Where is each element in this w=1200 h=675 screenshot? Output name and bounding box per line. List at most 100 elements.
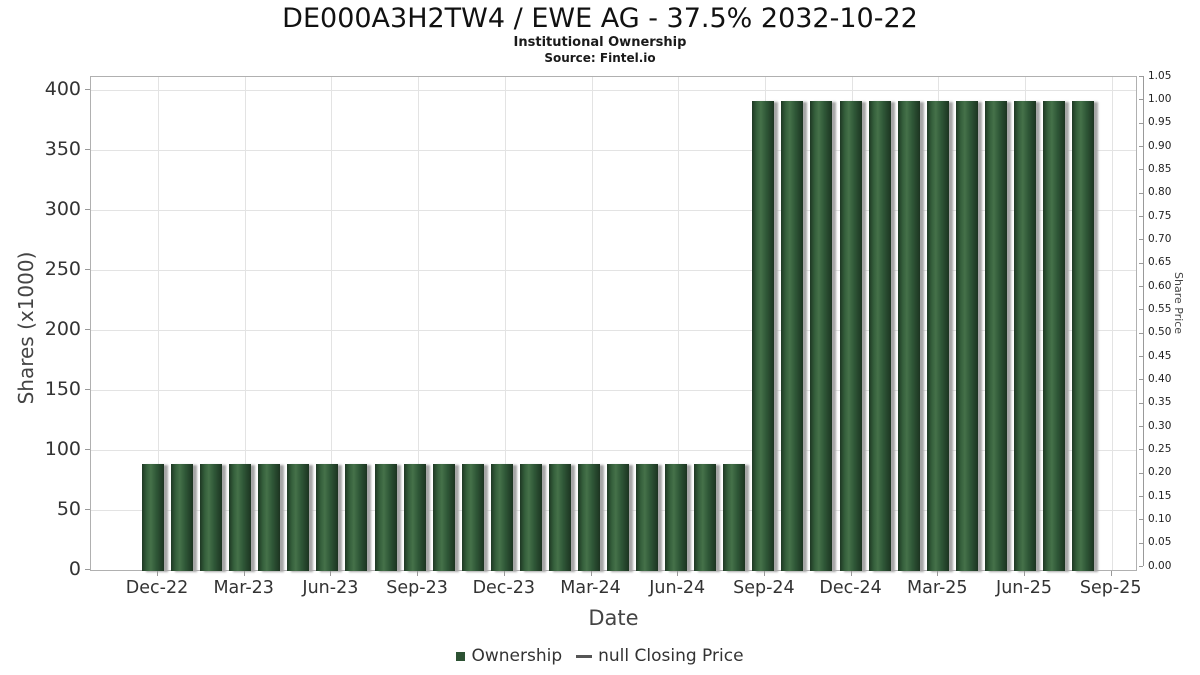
x-axis-title: Date — [588, 606, 639, 630]
right-axis-tick-label: 0.65 — [1148, 256, 1172, 269]
left-axis-tick — [85, 328, 90, 330]
bar — [607, 464, 629, 571]
left-axis-tick — [85, 508, 90, 510]
closing-price-line-icon — [576, 654, 593, 658]
chart-subtitle: Institutional Ownership — [513, 35, 687, 50]
left-axis-tick — [85, 568, 90, 570]
bar — [984, 100, 1007, 571]
bar — [345, 464, 368, 571]
left-axis-tick — [85, 148, 90, 150]
h-gridline — [91, 89, 1136, 91]
right-axis-tick — [1139, 519, 1143, 521]
right-axis-tick-label: 0.30 — [1148, 419, 1172, 432]
bar — [403, 464, 426, 571]
right-axis-tick-label: 0.10 — [1148, 512, 1172, 525]
v-gridline — [331, 77, 333, 570]
right-axis-tick-label: 0.75 — [1148, 209, 1172, 222]
right-axis-tick-label: 0.35 — [1148, 396, 1172, 409]
ownership-swatch-icon — [456, 651, 466, 661]
left-axis-tick — [85, 208, 90, 210]
v-gridline — [1111, 77, 1113, 570]
left-axis-tick-label: 200 — [44, 317, 81, 340]
right-axis-tick-label: 0.20 — [1148, 466, 1172, 479]
x-axis-tick — [1024, 571, 1025, 576]
v-gridline — [591, 77, 593, 570]
left-axis-tick — [85, 388, 90, 390]
bar — [636, 464, 659, 571]
bar — [258, 464, 281, 571]
right-axis-tick — [1139, 99, 1143, 101]
bar — [200, 464, 223, 571]
right-axis-tick-label: 0.15 — [1148, 489, 1172, 502]
left-axis-tick — [85, 448, 90, 450]
bar — [1013, 100, 1036, 571]
right-axis-tick — [1139, 216, 1143, 217]
v-gridline — [418, 77, 420, 570]
x-axis-tick — [157, 571, 158, 576]
right-axis-tick — [1139, 472, 1143, 474]
x-axis-tick — [417, 571, 419, 576]
x-axis-tick — [243, 571, 245, 576]
v-gridline — [504, 77, 506, 570]
right-axis-tick — [1139, 426, 1143, 427]
x-axis-tick — [590, 571, 592, 576]
right-axis-tick — [1139, 239, 1143, 241]
bar — [142, 464, 164, 571]
right-axis-tick — [1139, 332, 1143, 334]
h-gridline — [91, 329, 1136, 331]
chart-title: DE000A3H2TW4 / EWE AG - 37.5% 2032-10-22 — [282, 3, 918, 34]
x-axis-tick-label: Dec-23 — [472, 578, 536, 598]
x-axis-tick — [937, 571, 939, 576]
right-axis-tick — [1139, 356, 1143, 357]
bar — [519, 464, 542, 571]
x-axis-tick-label: Sep-25 — [1079, 578, 1142, 598]
right-axis-tick — [1139, 262, 1143, 264]
v-gridline — [158, 77, 159, 570]
left-axis-tick — [85, 88, 90, 90]
bar — [781, 100, 804, 571]
bar — [287, 464, 310, 571]
bar — [374, 464, 397, 571]
right-axis-line — [1143, 76, 1144, 566]
right-axis-title: Share Price — [1172, 272, 1185, 335]
left-axis-tick-label: 300 — [44, 197, 81, 220]
bar — [1042, 100, 1065, 571]
right-axis-tick-label: 0.60 — [1148, 279, 1172, 292]
bar — [1072, 100, 1094, 571]
v-gridline — [244, 77, 246, 570]
x-axis-tick-label: Mar-24 — [560, 578, 621, 598]
bar — [171, 464, 194, 571]
bar — [229, 464, 252, 571]
x-axis-tick — [677, 571, 679, 576]
bar — [810, 100, 833, 571]
right-axis-tick-label: 0.95 — [1148, 116, 1172, 129]
bar — [577, 464, 600, 571]
x-axis-tick-label: Jun-25 — [996, 578, 1052, 598]
bar — [868, 100, 891, 571]
right-axis-tick — [1139, 146, 1143, 147]
right-axis-tick-label: 0.50 — [1148, 326, 1172, 339]
bar — [490, 464, 513, 571]
right-axis-tick — [1139, 169, 1143, 171]
right-axis-tick — [1139, 286, 1143, 287]
right-axis-tick-label: 1.05 — [1148, 69, 1172, 82]
right-axis-tick — [1139, 122, 1143, 124]
right-axis-tick — [1139, 449, 1143, 451]
x-axis-tick-label: Jun-24 — [649, 578, 706, 598]
left-axis-tick-label: 400 — [44, 77, 81, 100]
left-axis-tick-label: 0 — [68, 557, 81, 580]
right-axis-tick-label: 0.00 — [1148, 559, 1172, 572]
left-axis-tick-label: 100 — [44, 437, 81, 460]
right-axis-tick-label: 0.45 — [1148, 349, 1172, 362]
x-axis-tick-label: Sep-23 — [386, 578, 448, 598]
bar — [316, 464, 339, 571]
x-axis-tick-label: Jun-23 — [302, 578, 359, 598]
left-axis-tick-label: 150 — [44, 377, 81, 400]
legend-price-label: null Closing Price — [598, 646, 744, 666]
right-axis-tick — [1139, 566, 1143, 567]
bar — [752, 100, 775, 571]
x-axis-tick — [330, 571, 332, 576]
x-axis-tick — [1110, 571, 1112, 576]
bar — [432, 464, 455, 571]
x-axis-tick-label: Mar-25 — [907, 578, 968, 598]
